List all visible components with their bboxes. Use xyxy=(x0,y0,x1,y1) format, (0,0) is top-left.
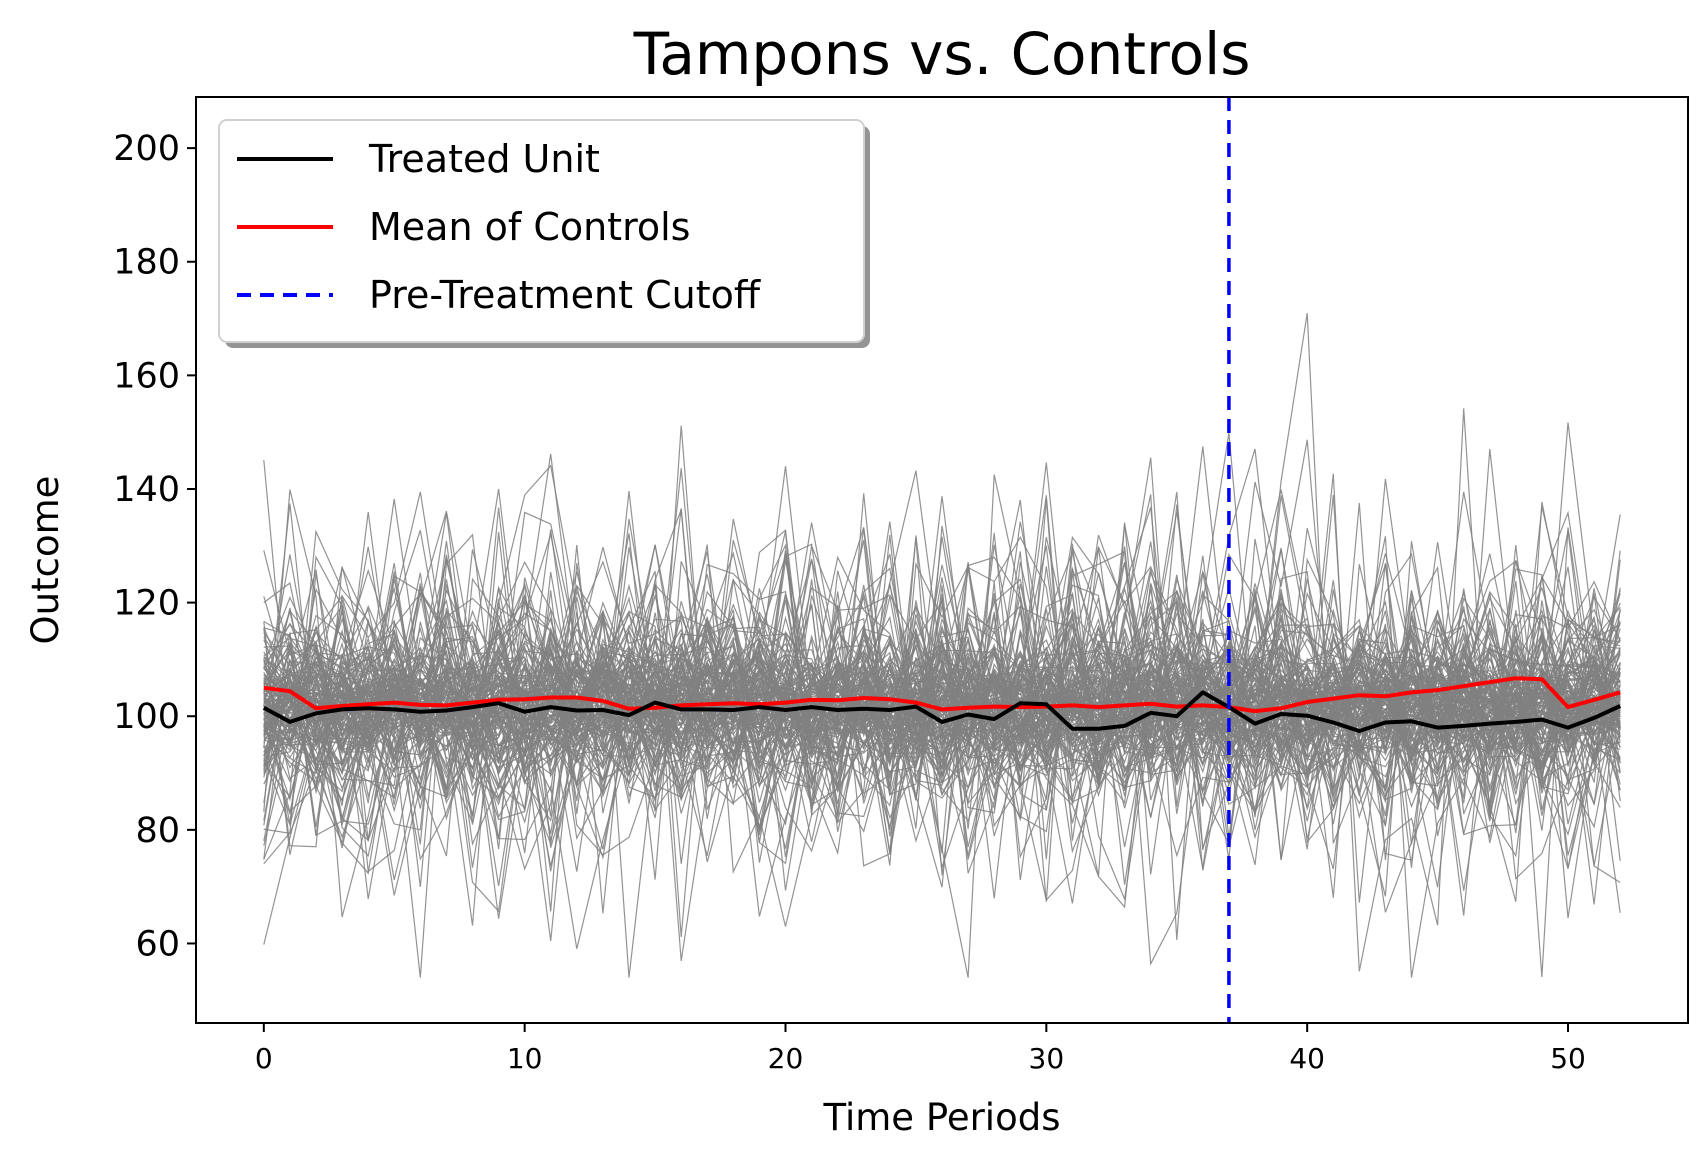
legend-label-treated: Treated Unit xyxy=(368,137,600,181)
x-tick-label: 50 xyxy=(1550,1042,1586,1075)
control-unit-line xyxy=(263,501,1621,949)
x-axis: 0 10 20 30 40 50 xyxy=(255,1023,1586,1075)
control-unit-line xyxy=(263,521,1621,871)
series-line-controls-mean xyxy=(263,676,1621,714)
legend-label-cutoff: Pre-Treatment Cutoff xyxy=(369,273,761,317)
x-tick-label: 30 xyxy=(1029,1042,1065,1075)
x-tick-label: 40 xyxy=(1289,1042,1325,1075)
plot-frame xyxy=(195,96,1689,1024)
control-unit-line xyxy=(263,510,1621,978)
y-tick-label: 160 xyxy=(113,356,180,396)
control-unit-line xyxy=(263,633,1621,790)
control-unit-line xyxy=(263,453,1621,887)
control-unit-line xyxy=(263,506,1621,938)
control-unit-line xyxy=(263,466,1621,786)
y-tick-label: 200 xyxy=(113,129,180,169)
y-tick-label: 60 xyxy=(135,924,180,964)
control-unit-line xyxy=(263,313,1621,909)
control-units xyxy=(263,313,1621,978)
legend-label-controls-mean: Mean of Controls xyxy=(369,205,690,249)
control-unit-line xyxy=(263,612,1621,856)
control-unit-line xyxy=(263,553,1621,826)
chart-title: Tampons vs. Controls xyxy=(633,20,1251,88)
y-tick-label: 140 xyxy=(113,470,180,510)
legend: Treated Unit Mean of Controls Pre-Treatm… xyxy=(218,119,870,348)
control-unit-line xyxy=(263,598,1621,805)
y-tick-label: 120 xyxy=(113,584,180,624)
x-tick-label: 10 xyxy=(507,1042,543,1075)
y-tick-label: 100 xyxy=(113,697,180,737)
control-unit-line xyxy=(263,642,1621,797)
x-tick-label: 0 xyxy=(255,1042,273,1075)
y-axis-label: Outcome xyxy=(24,476,67,645)
y-axis: 60 80 100 120 140 160 180 200 xyxy=(113,129,196,964)
y-tick-label: 80 xyxy=(135,811,180,851)
control-unit-line xyxy=(263,495,1621,966)
x-axis-label: Time Periods xyxy=(823,1096,1061,1139)
x-tick-label: 20 xyxy=(768,1042,804,1075)
control-unit-line xyxy=(263,521,1621,802)
legend-box xyxy=(218,119,865,343)
control-unit-line xyxy=(263,408,1621,972)
control-unit-line xyxy=(263,583,1621,868)
series-line-treated xyxy=(262,690,1622,733)
series-lines xyxy=(262,676,1622,733)
control-unit-line xyxy=(263,652,1621,749)
y-tick-label: 180 xyxy=(113,243,180,283)
